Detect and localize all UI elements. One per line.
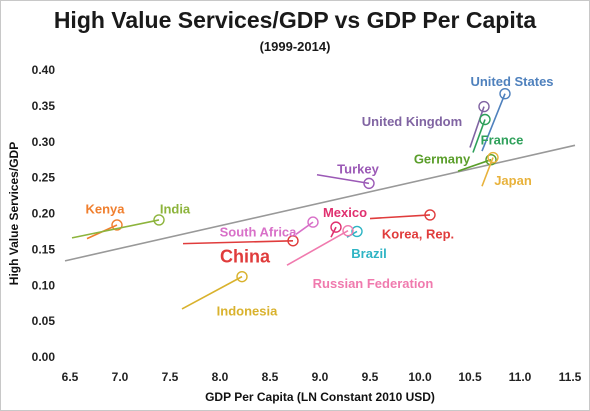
series-label-brazil: Brazil xyxy=(351,246,386,261)
x-tick-label: 9.0 xyxy=(312,370,329,384)
series-label-kenya: Kenya xyxy=(85,202,125,217)
series-label-united-states: United States xyxy=(470,74,553,89)
series-marker-korea-rep xyxy=(424,209,436,221)
series-layer xyxy=(71,87,511,310)
series-marker-kenya xyxy=(111,219,123,231)
series-marker-china xyxy=(287,235,299,247)
x-axis-title: GDP Per Capita (LN Constant 2010 USD) xyxy=(205,390,435,404)
chart-title: High Value Services/GDP vs GDP Per Capit… xyxy=(53,7,537,33)
trendline-layer xyxy=(64,144,576,262)
series-label-germany: Germany xyxy=(414,151,471,166)
y-tick-label: 0.20 xyxy=(32,207,56,221)
series-label-south-africa: South Africa xyxy=(220,224,298,239)
series-marker-brazil xyxy=(351,225,363,238)
trend-line xyxy=(64,144,576,262)
series-line-germany xyxy=(457,158,492,172)
series-label-japan: Japan xyxy=(494,173,532,188)
series-marker-turkey xyxy=(363,177,375,190)
series-line-indonesia xyxy=(181,275,243,310)
x-tick-label: 9.5 xyxy=(362,370,379,384)
label-layer: United States United Kingdom France Germany… xyxy=(85,74,553,319)
y-tick-label: 0.00 xyxy=(32,350,56,364)
x-tick-label: 8.0 xyxy=(212,370,229,384)
series-label-united-kingdom: United Kingdom xyxy=(362,114,462,129)
axes: 0.00 0.05 0.10 0.15 0.20 0.25 0.30 0.35 0.40 6.5 7… xyxy=(32,63,582,384)
series-label-russian-federation: Russian Federation xyxy=(313,276,434,291)
series-marker-south-africa xyxy=(307,216,319,228)
series-line-russian-federation xyxy=(286,230,349,266)
series-label-indonesia: Indonesia xyxy=(217,303,278,318)
series-line-united-states xyxy=(481,93,506,152)
series-line-turkey xyxy=(316,173,370,185)
series-marker-united-states xyxy=(499,87,511,100)
series-marker-india xyxy=(153,214,165,226)
series-line-india xyxy=(71,219,160,239)
x-tick-label: 7.5 xyxy=(162,370,179,384)
series-marker-france xyxy=(479,113,491,126)
series-marker-mexico xyxy=(330,221,342,233)
series-label-india: India xyxy=(160,202,191,217)
series-label-france: France xyxy=(481,133,524,148)
series-label-china: China xyxy=(220,246,271,266)
x-tick-label: 10.5 xyxy=(458,370,482,384)
series-label-korea-rep: Korea, Rep. xyxy=(382,227,454,242)
y-tick-label: 0.40 xyxy=(32,63,56,77)
series-marker-japan xyxy=(487,151,499,164)
y-tick-label: 0.10 xyxy=(32,278,56,292)
series-label-mexico: Mexico xyxy=(323,205,367,220)
y-tick-label: 0.35 xyxy=(32,99,56,113)
x-tick-label: 11.0 xyxy=(509,370,532,384)
series-line-china xyxy=(182,239,294,245)
y-axis-title: High Value Services/GDP xyxy=(7,142,21,285)
series-marker-russian-federation xyxy=(342,225,354,237)
x-tick-label: 6.5 xyxy=(62,370,79,384)
series-marker-indonesia xyxy=(236,270,248,283)
chart-subtitle: (1999-2014) xyxy=(259,39,331,54)
y-tick-label: 0.05 xyxy=(32,314,56,328)
x-tick-label: 11.5 xyxy=(559,370,582,384)
x-tick-label: 8.5 xyxy=(262,370,279,384)
y-tick-label: 0.30 xyxy=(32,135,56,149)
x-tick-label: 7.0 xyxy=(112,370,129,384)
series-label-turkey: Turkey xyxy=(337,161,379,176)
x-tick-label: 10.0 xyxy=(408,370,432,384)
series-line-united-kingdom xyxy=(469,106,485,148)
series-line-korea-rep xyxy=(369,214,431,220)
y-tick-label: 0.15 xyxy=(32,242,56,256)
series-line-south-africa xyxy=(295,221,314,235)
y-tick-label: 0.25 xyxy=(32,171,56,185)
series-marker-united-kingdom xyxy=(478,100,490,113)
series-line-france xyxy=(472,119,486,153)
